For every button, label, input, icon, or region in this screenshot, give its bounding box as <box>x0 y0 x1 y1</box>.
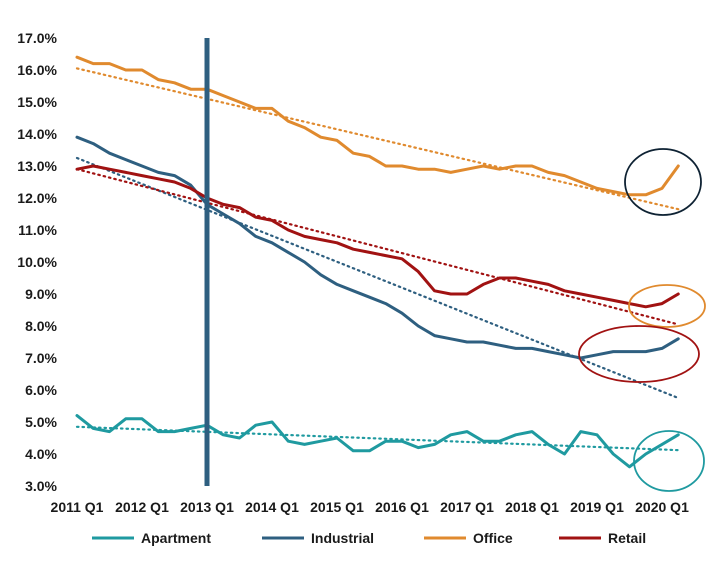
y-tick-label: 14.0% <box>17 126 57 142</box>
x-tick-label: 2018 Q1 <box>505 499 559 515</box>
y-tick-label: 16.0% <box>17 62 57 78</box>
y-tick-label: 10.0% <box>17 254 57 270</box>
x-tick-label: 2020 Q1 <box>635 499 689 515</box>
x-tick-label: 2017 Q1 <box>440 499 494 515</box>
x-tick-label: 2013 Q1 <box>180 499 234 515</box>
legend-label-office: Office <box>473 530 513 546</box>
y-tick-label: 13.0% <box>17 158 57 174</box>
legend-label-apartment: Apartment <box>141 530 211 546</box>
y-tick-label: 8.0% <box>25 318 57 334</box>
y-tick-label: 5.0% <box>25 414 57 430</box>
y-tick-label: 7.0% <box>25 350 57 366</box>
x-tick-label: 2014 Q1 <box>245 499 299 515</box>
series-line-office <box>75 55 680 197</box>
x-tick-label: 2012 Q1 <box>115 499 169 515</box>
y-tick-label: 15.0% <box>17 94 57 110</box>
x-tick-label: 2015 Q1 <box>310 499 364 515</box>
series-line-industrial <box>75 135 680 360</box>
x-tick-label: 2019 Q1 <box>570 499 624 515</box>
trend-lines <box>75 67 680 452</box>
legend-label-industrial: Industrial <box>311 530 374 546</box>
legend: Apartment Industrial Office Retail <box>92 530 646 546</box>
series-line-apartment <box>75 414 680 469</box>
y-tick-label: 17.0% <box>17 30 57 46</box>
x-axis: 2011 Q1 2012 Q1 2013 Q1 2014 Q1 2015 Q1 2016 … <box>51 499 690 515</box>
y-tick-label: 4.0% <box>25 446 57 462</box>
annotation-circle-retail <box>628 284 706 328</box>
highlight-marker <box>204 38 210 486</box>
annotation-circle-office <box>624 148 702 216</box>
y-tick-label: 9.0% <box>25 286 57 302</box>
y-axis: 3.0% 4.0% 5.0% 6.0% 7.0% 8.0% 9.0% 10.0% 11.0% 12… <box>17 30 57 494</box>
annotation-circles <box>578 148 706 492</box>
x-tick-label: 2011 Q1 <box>51 499 104 515</box>
series-lines <box>75 55 680 469</box>
x-tick-label: 2016 Q1 <box>375 499 429 515</box>
trend-line-industrial <box>75 156 680 400</box>
y-tick-label: 6.0% <box>25 382 57 398</box>
annotation-circle-industrial <box>578 325 700 383</box>
series-line-retail <box>75 164 680 309</box>
y-tick-label: 12.0% <box>17 190 57 206</box>
annotation-circle-apartment <box>633 430 705 492</box>
legend-label-retail: Retail <box>608 530 646 546</box>
trend-line-retail <box>75 168 680 326</box>
y-tick-label: 11.0% <box>18 222 57 238</box>
vertical-marker <box>204 38 210 486</box>
y-tick-label: 3.0% <box>25 478 57 494</box>
trend-line-office <box>75 67 680 211</box>
